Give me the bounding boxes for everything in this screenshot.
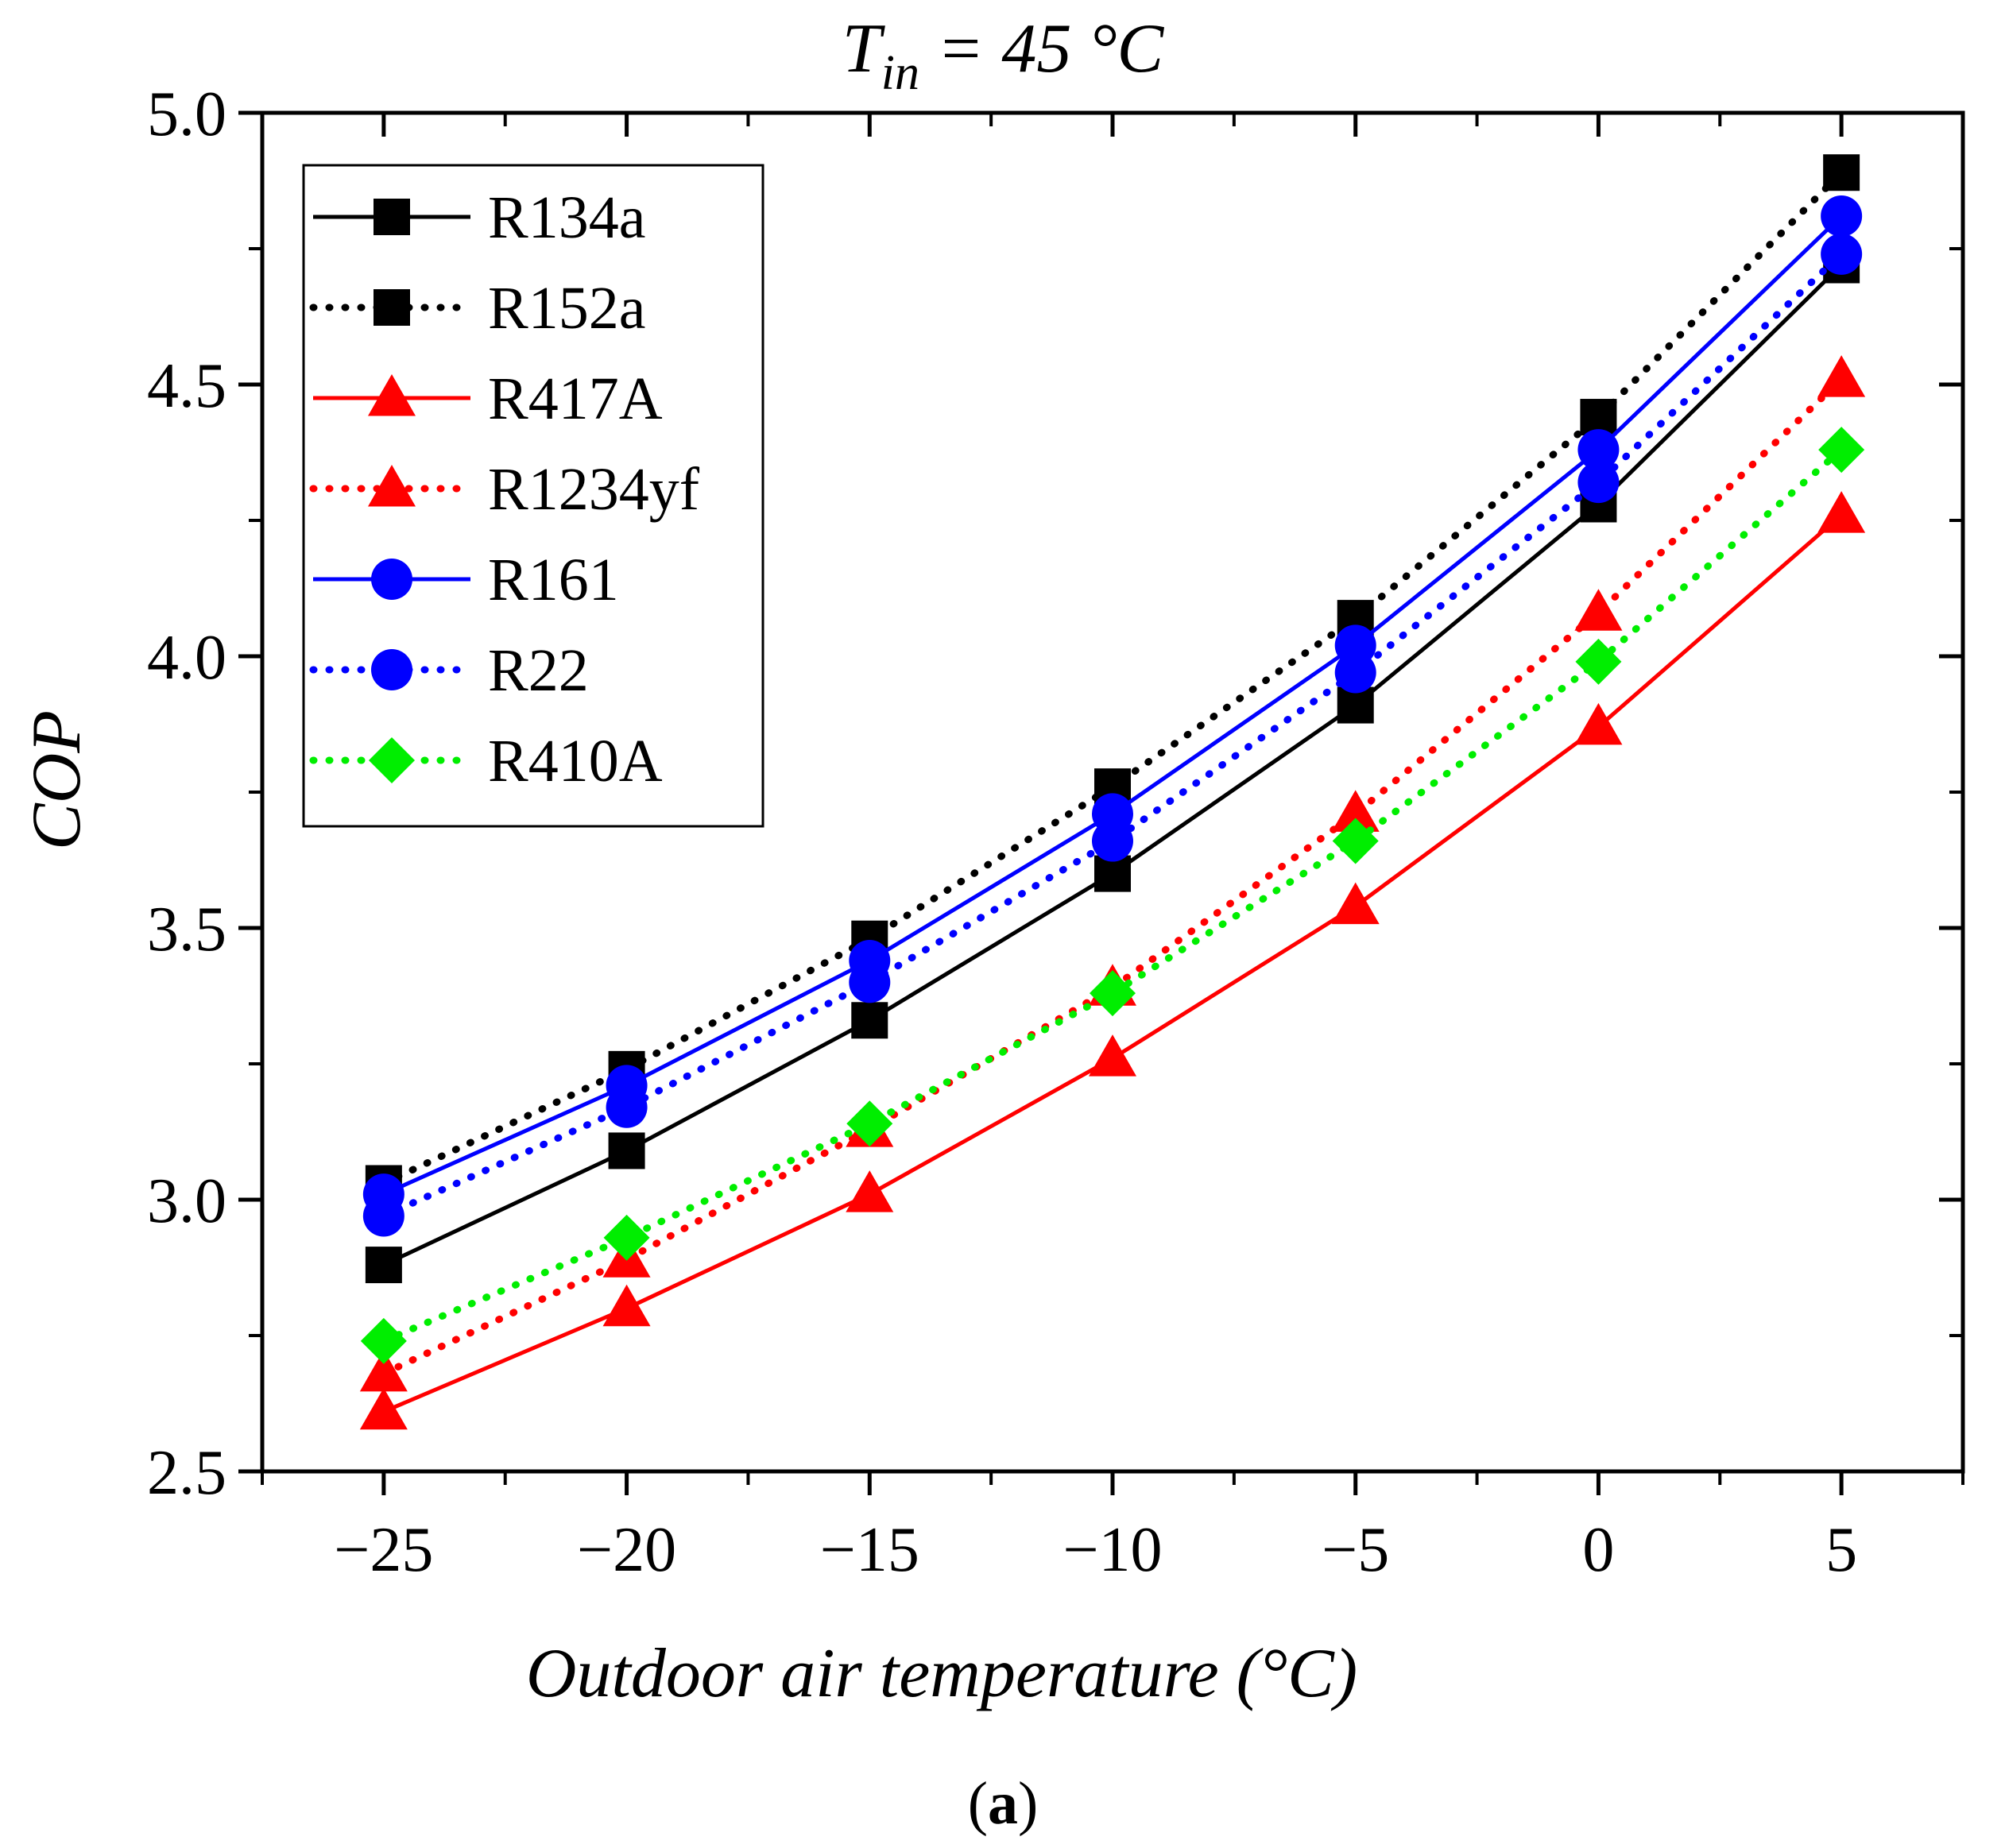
data-point (1823, 154, 1860, 191)
y-axis-title: COP (18, 710, 95, 850)
caption-letter: a (988, 1770, 1018, 1837)
legend: R134a R152a R417A R1234yf R161 R22 R410A (302, 164, 764, 828)
x-tick-label: 0 (1582, 1515, 1614, 1585)
data-point (1574, 702, 1623, 745)
series-r161 (362, 195, 1863, 1216)
data-point (846, 1100, 893, 1147)
series-r417a (359, 491, 1866, 1430)
y-tick-label: 3.5 (147, 895, 226, 965)
legend-entry: R134a (313, 184, 645, 251)
data-point (1334, 651, 1376, 694)
legend-label: R152a (488, 275, 645, 342)
legend-marker (374, 289, 410, 326)
legend-label: R410A (488, 728, 663, 794)
legend-marker (369, 737, 415, 783)
x-axis-title: Outdoor air temperature (°C) (526, 1635, 1357, 1712)
caption-open: ( (968, 1770, 988, 1837)
data-point (362, 1195, 404, 1237)
legend-label: R134a (488, 184, 645, 251)
data-series (359, 154, 1866, 1430)
data-point (1821, 233, 1863, 275)
axis-ticks: −25 −20 −15 −10 −5 0 5 2.5 3.0 3.5 4.0 4.5 5.0 (147, 79, 1964, 1585)
data-point (360, 1317, 407, 1364)
y-tick-label: 2.5 (147, 1438, 226, 1508)
y-tick-label: 5.0 (147, 79, 226, 149)
data-point (1817, 491, 1866, 533)
x-tick-label: 5 (1825, 1515, 1857, 1585)
data-point (851, 1002, 888, 1039)
data-point (1577, 429, 1620, 471)
data-point (1089, 1034, 1136, 1077)
data-point (1821, 195, 1863, 237)
x-tick-label: −5 (1322, 1515, 1389, 1585)
data-point (1577, 462, 1620, 504)
x-tick-label: −25 (334, 1515, 433, 1585)
caption-close: ) (1018, 1770, 1038, 1837)
legend-entry: R152a (309, 275, 645, 342)
y-tick-label: 4.5 (147, 351, 226, 421)
data-point (1092, 820, 1133, 862)
legend-label: R161 (488, 547, 619, 613)
data-point (602, 1284, 651, 1327)
legend-entry: R410A (309, 728, 663, 794)
data-point (1331, 790, 1380, 832)
legend-entry: R161 (313, 547, 619, 613)
figure-caption: (a) (968, 1770, 1039, 1837)
series-r22 (362, 233, 1863, 1237)
data-point (1090, 970, 1136, 1017)
legend-label: R22 (488, 637, 589, 704)
data-point (603, 1214, 650, 1261)
legend-entry: R417A (313, 365, 663, 432)
data-point (1575, 638, 1622, 685)
data-point (606, 1086, 648, 1128)
title-subscript: in (881, 46, 919, 100)
legend-label: R1234yf (488, 456, 700, 523)
x-tick-label: −10 (1062, 1515, 1162, 1585)
chart-title-text: Tin = 45 °C (842, 10, 1165, 100)
series-r410a (360, 427, 1865, 1364)
data-point (846, 1170, 894, 1212)
data-point (1332, 818, 1379, 864)
y-tick-label: 3.0 (147, 1166, 226, 1236)
data-point (1817, 355, 1866, 397)
data-point (359, 1349, 408, 1392)
legend-marker (371, 559, 412, 600)
legend-marker (368, 465, 416, 507)
x-tick-label: −15 (820, 1515, 919, 1585)
data-point (359, 1387, 408, 1430)
legend-marker (371, 649, 412, 690)
data-point (1574, 589, 1623, 631)
legend-marker (374, 199, 410, 235)
data-point (608, 1132, 645, 1169)
legend-label: R417A (488, 365, 663, 432)
data-point (1331, 882, 1380, 925)
chart-title: Tin = 45 °C (842, 10, 1165, 100)
data-point (1818, 427, 1865, 474)
x-tick-label: −20 (577, 1515, 676, 1585)
data-point (365, 1247, 402, 1284)
legend-marker (368, 374, 416, 416)
title-main: T (842, 10, 886, 87)
legend-entry: R1234yf (309, 456, 700, 523)
y-tick-label: 4.0 (147, 623, 226, 693)
title-rest: = 45 °C (919, 10, 1165, 87)
legend-entry: R22 (309, 637, 589, 704)
data-point (849, 961, 891, 1003)
